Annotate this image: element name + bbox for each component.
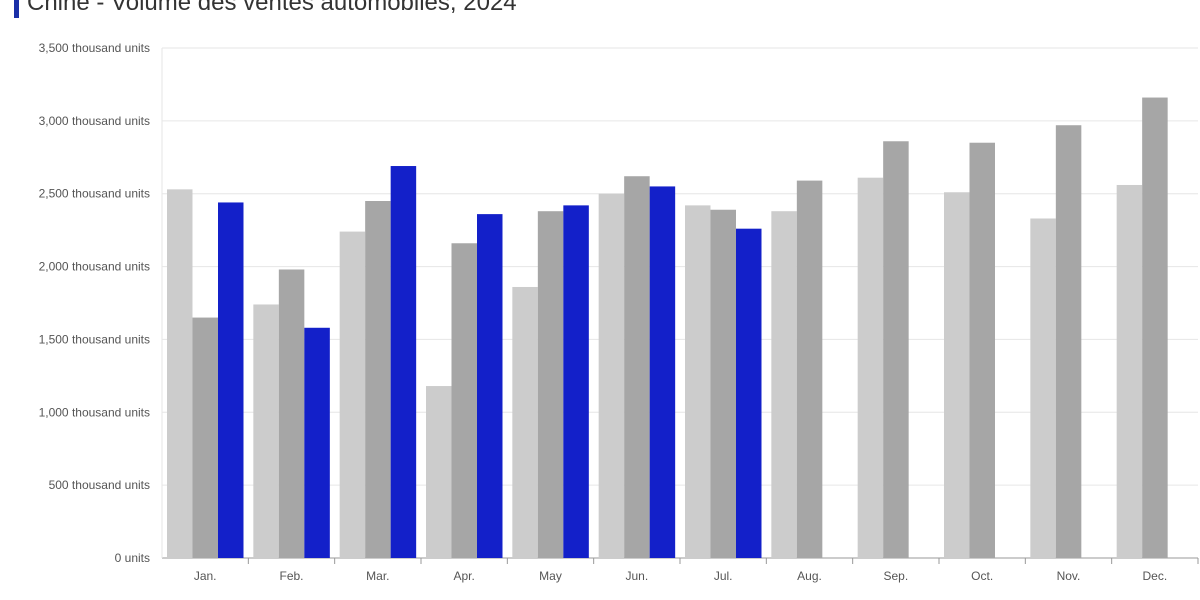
chart-title-bar: Chine - Volume des ventes automobiles, 2… — [14, 0, 517, 18]
x-tick-label: Jul. — [714, 569, 733, 583]
bar — [944, 192, 970, 558]
bar — [167, 189, 193, 559]
bar — [710, 209, 736, 558]
bar — [598, 193, 625, 558]
bar — [796, 180, 823, 558]
bar — [1142, 97, 1168, 559]
bar — [365, 201, 391, 558]
bar — [624, 176, 650, 558]
bar — [451, 243, 477, 558]
bar — [537, 211, 564, 558]
bar — [426, 386, 452, 558]
x-tick-label: Sep. — [883, 569, 908, 583]
y-tick-label: 2,500 thousand units — [39, 187, 150, 201]
y-tick-label: 1,500 thousand units — [39, 332, 150, 346]
y-tick-label: 3,000 thousand units — [39, 114, 150, 128]
bar — [512, 286, 538, 558]
bar — [736, 228, 762, 558]
bar — [278, 269, 305, 558]
axis-layer: 0 units 500 thousand units 1,000 thousand … — [39, 41, 1199, 583]
x-tick-label: Nov. — [1057, 569, 1081, 583]
bar — [253, 304, 279, 558]
x-tick-label: Jun. — [625, 569, 648, 583]
y-tick-label: 0 units — [115, 551, 150, 565]
y-tick-label: 1,000 thousand units — [39, 405, 150, 419]
bar — [685, 205, 711, 558]
x-tick-label: May — [539, 569, 562, 583]
bar — [477, 214, 503, 558]
bar — [771, 211, 797, 558]
bar — [304, 327, 330, 558]
bar-layer — [167, 97, 1168, 559]
bar — [1030, 218, 1056, 558]
bar — [1055, 125, 1082, 558]
x-tick-label: Jan. — [194, 569, 217, 583]
bar — [649, 186, 676, 558]
chart-title: Chine - Volume des ventes automobiles, 2… — [27, 0, 517, 16]
bar — [339, 231, 366, 558]
x-tick-label: Oct. — [971, 569, 993, 583]
x-tick-label: Mar. — [366, 569, 389, 583]
y-tick-label: 2,000 thousand units — [39, 260, 150, 274]
x-tick-label: Apr. — [453, 569, 474, 583]
bar — [390, 166, 417, 558]
title-accent-bar — [14, 0, 19, 18]
y-tick-label: 500 thousand units — [49, 478, 150, 492]
x-tick-label: Aug. — [797, 569, 822, 583]
bar — [563, 205, 589, 558]
x-tick-label: Dec. — [1142, 569, 1167, 583]
bar — [857, 177, 884, 558]
bar — [218, 202, 244, 558]
bar — [1116, 184, 1143, 558]
x-tick-label: Feb. — [279, 569, 303, 583]
y-tick-label: 3,500 thousand units — [39, 41, 150, 55]
bar — [883, 141, 909, 558]
bar — [969, 142, 995, 558]
bar — [192, 317, 218, 558]
